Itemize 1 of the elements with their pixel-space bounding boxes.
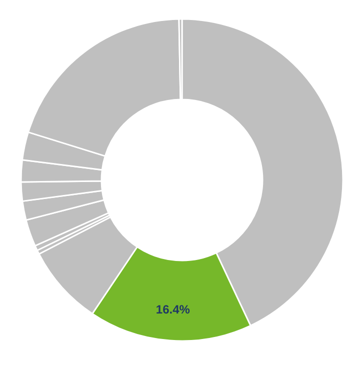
data-label: 16.4% (156, 302, 190, 317)
